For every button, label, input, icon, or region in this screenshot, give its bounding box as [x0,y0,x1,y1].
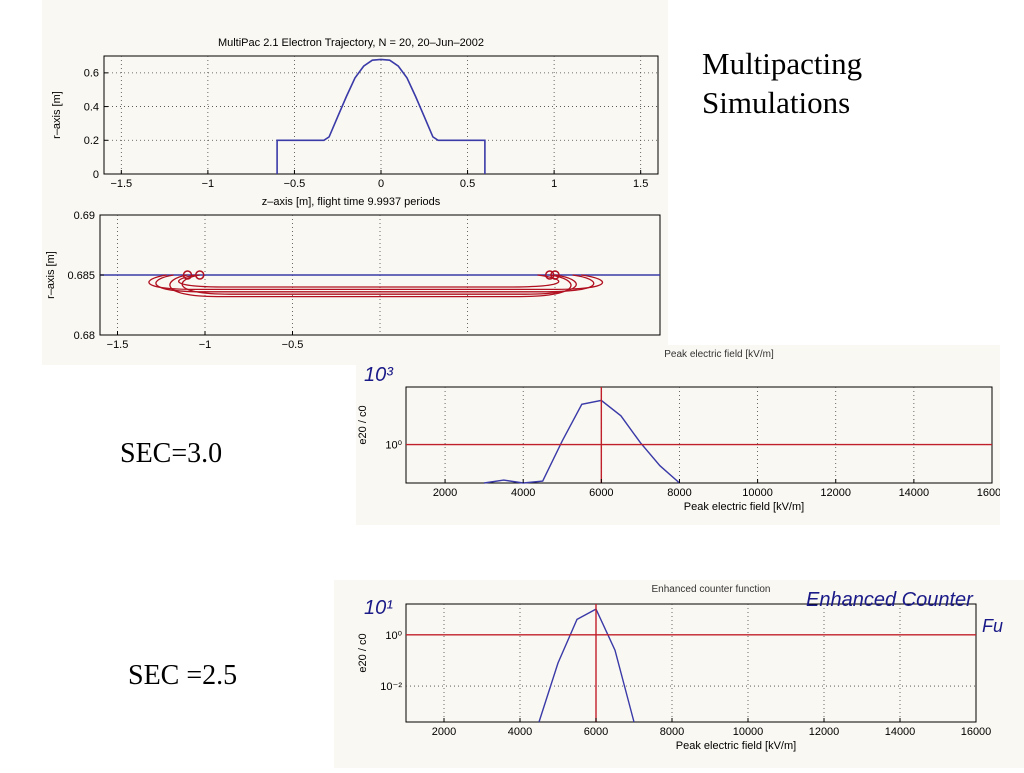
x-axis-label: Peak electric field [kV/m] [676,740,796,752]
y-axis-label: e20 / c0 [357,405,369,444]
plot-frame [405,386,993,484]
x-tick-label: 8000 [660,726,684,738]
sec3-svg: 2000 4000 6000 8000 10000 12000 14000 16000 10⁰ P… [357,349,1007,513]
x-tick-label: 4000 [511,487,535,499]
x-tick-label: 0.5 [460,178,475,190]
y-tick-label: 0.68 [74,330,95,342]
impact-marker [550,270,560,280]
y-tick-label: 0.6 [84,68,99,80]
y-axis-label: e20 / c0 [357,633,369,672]
y-tick-label: 0.685 [67,270,95,282]
counter-function-line [538,608,635,723]
trajectory-loop [169,274,572,298]
x-tick-label: 12000 [809,726,840,738]
x-tick-label: −1.5 [110,178,132,190]
chart-title: Enhanced counter function [652,584,771,595]
impact-marker [182,270,193,280]
x-tick-label: −1 [199,339,212,351]
x-axis-label: z–axis [m], flight time 9.9937 periods [262,196,441,208]
sec3-label: SEC=3.0 [120,438,223,469]
sec25-svg: 2000 4000 6000 8000 10000 12000 14000 16000 10⁰ 1… [357,584,1003,752]
cavity-profile-line [276,58,486,174]
slide-title: Multipacting Simulations [702,44,862,122]
chart-title: MultiPac 2.1 Electron Trajectory, N = 20… [218,37,484,49]
x-tick-label: 14000 [899,487,930,499]
x-tick-label: 6000 [584,726,608,738]
handwritten-axis-mark: 10³ [364,364,394,386]
trajectory-svg: −1.5 −1 −0.5 0 0.5 1 1.5 0 0.2 0.4 0.6 MultiPac 2.1… [45,37,661,351]
handwritten-axis-mark: 10¹ [364,597,393,619]
x-tick-label: 2000 [432,726,456,738]
x-tick-label: 10000 [733,726,764,738]
y-axis-label: r–axis [m] [45,251,57,299]
x-tick-label: 12000 [820,487,851,499]
x-tick-label: 4000 [508,726,532,738]
trajectory-loop [178,274,560,288]
x-axis-label: Peak electric field [kV/m] [684,501,804,513]
x-tick-label: −1.5 [107,339,129,351]
trajectory-zoom-chart: −1.5 −1 −0.5 0.68 0.685 0.69 r–axis [m] [45,210,661,351]
counter-function-line [483,399,680,484]
y-tick-label: 0.2 [84,135,99,147]
x-tick-label: 8000 [667,487,691,499]
y-tick-label: 0.4 [84,101,99,113]
handwritten-note: Enhanced Counter [806,589,974,611]
slide-title-line2: Simulations [702,85,851,120]
cavity-profile-chart: −1.5 −1 −0.5 0 0.5 1 1.5 0 0.2 0.4 0.6 MultiPac 2.1… [51,37,659,208]
y-tick-label: 10⁰ [385,630,402,642]
y-tick-label: 10⁻² [380,681,402,693]
sec25-label: SEC =2.5 [128,660,238,691]
x-tick-label: 1.5 [633,178,648,190]
x-tick-label: 1 [551,178,557,190]
trajectory-loop [155,274,595,293]
chart-title: Peak electric field [kV/m] [664,349,774,360]
y-tick-label: 0.69 [74,210,95,222]
counter-function-chart-sec3: 2000 4000 6000 8000 10000 12000 14000 16000 10⁰ P… [357,349,1007,513]
slide-title-line1: Multipacting [702,46,863,81]
y-tick-label: 10⁰ [385,440,402,452]
y-axis-label: r–axis [m] [51,91,63,139]
x-tick-label: 16000 [961,726,992,738]
counter-function-chart-sec25: 2000 4000 6000 8000 10000 12000 14000 16000 10⁰ 1… [357,584,1003,752]
x-tick-label: 2000 [433,487,457,499]
y-tick-label: 0 [93,169,99,181]
x-tick-label: 16000 [977,487,1000,499]
impact-marker [545,270,555,280]
x-tick-label: −1 [202,178,215,190]
x-tick-label: 0 [378,178,384,190]
trajectory-panel: −1.5 −1 −0.5 0 0.5 1 1.5 0 0.2 0.4 0.6 MultiPac 2.1… [42,0,668,365]
x-tick-label: 14000 [885,726,916,738]
x-tick-label: 10000 [742,487,773,499]
sec25-chart-panel: 2000 4000 6000 8000 10000 12000 14000 16000 10⁰ 1… [334,580,1024,768]
impact-marker [195,270,205,280]
trajectory-loop [148,274,604,291]
handwritten-note-cont: Fu [982,616,1003,636]
sec3-chart-panel: 2000 4000 6000 8000 10000 12000 14000 16000 10⁰ P… [356,345,1007,525]
x-tick-label: 6000 [589,487,613,499]
trajectory-loop [181,274,577,295]
plot-frame [405,603,977,723]
x-tick-label: −0.5 [284,178,306,190]
x-tick-label: −0.5 [282,339,304,351]
